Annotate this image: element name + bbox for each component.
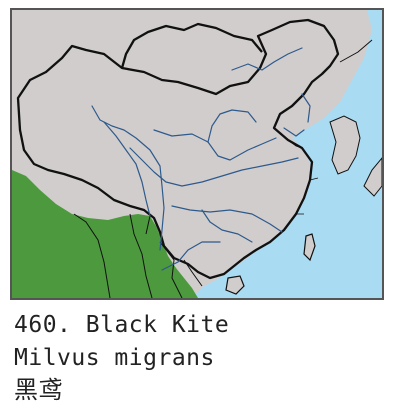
species-chinese-name: 黑鸢 [14,376,63,404]
taiwan-island [303,233,316,262]
japan-islands [363,157,382,197]
species-range [12,170,198,298]
rivers [91,47,311,271]
species-title: 460. Black Kite [14,311,229,339]
internal-borders [339,39,373,63]
korea-peninsula [329,115,361,175]
map-svg [12,10,382,298]
sea-borders [73,213,203,298]
species-scientific-name: Milvus migrans [14,345,215,371]
mongolia-border [120,22,263,69]
hainan-island [225,275,245,295]
species-common-name: Black Kite [85,312,230,338]
coastline-detail [287,139,319,215]
china-border [16,18,340,280]
range-map [10,8,384,300]
species-number: 460. [14,312,72,338]
